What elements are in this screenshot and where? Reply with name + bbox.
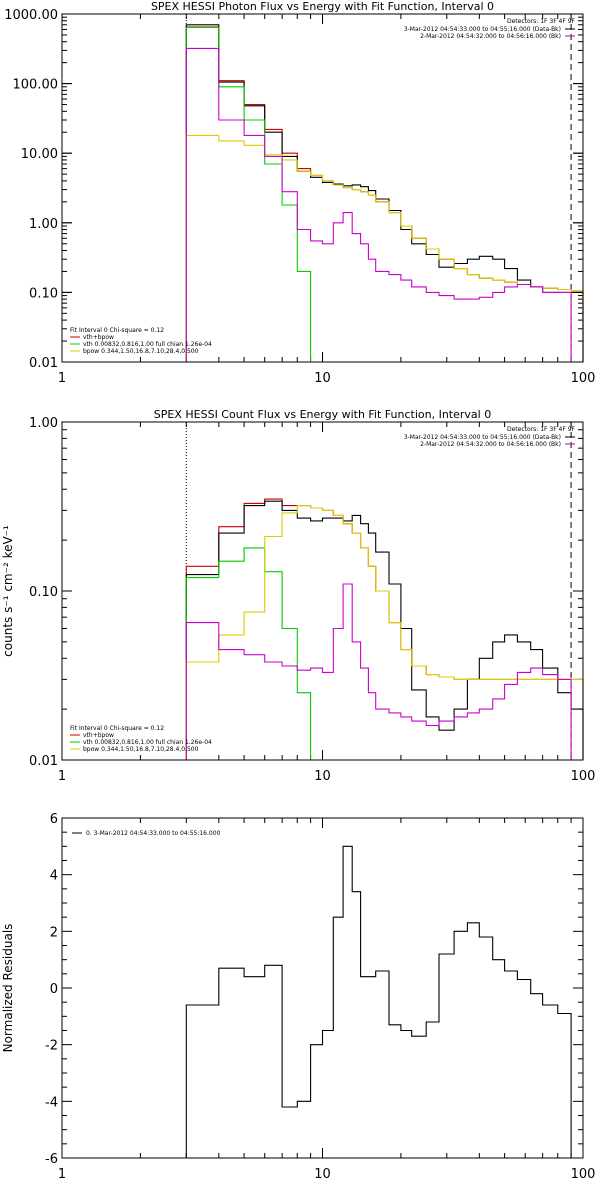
y-tick-label: 0.01 <box>29 356 58 371</box>
legend-entry-label: 0. 3-Mar-2012 04:54:33.000 to 04:55:16.0… <box>86 830 221 837</box>
y-axis-ticks <box>62 13 583 363</box>
series-vth <box>185 26 583 363</box>
legend-header: Detectors: 1F 3F 4F 9F <box>507 18 576 25</box>
y-tick-label: 1.00 <box>29 416 58 431</box>
legend-header: Detectors: 1F 3F 4F 9F <box>507 426 576 433</box>
y-tick-label: 1.00 <box>29 217 58 232</box>
y-axis-label: Normalized Residuals <box>1 924 15 1053</box>
chart-panel-3: Normalized Residuals 1 10 100 -6 -4 -2 0 2 4 6 0. 3… <box>1 812 595 1182</box>
legend-bottom-left: Fit Interval 0 Chi-square = 0.12vth+bpow… <box>70 725 212 753</box>
y-tick-label: 0.10 <box>29 286 58 301</box>
series-line-4 <box>185 583 583 761</box>
x-tick-label: 10 <box>314 371 331 386</box>
legend-entry-label: bpow 0.344,1.50,16.8,7.10,28.4,0.500 <box>83 348 199 355</box>
plot-frame <box>61 13 584 363</box>
legend-entry-label: 3-Mar-2012 04:54:33.000 to 04:55:16.000 … <box>404 434 561 441</box>
chart-title: SPEX HESSI Count Flux vs Energy with Fit… <box>154 408 491 421</box>
y-axis-ticks <box>62 421 583 761</box>
series-line-0 <box>185 845 572 1158</box>
legend-header: Fit Interval 0 Chi-square = 0.12 <box>70 327 164 334</box>
series-bpow <box>185 134 584 362</box>
x-tick-label: 10 <box>314 1167 331 1182</box>
y-tick-label: 2 <box>50 925 58 940</box>
x-tick-label: 1 <box>58 1167 66 1182</box>
y-tick-label: 1000.00 <box>4 8 58 23</box>
x-tick-label: 1 <box>58 371 66 386</box>
legend-entry-label: vth 0.00832,0.816,1.00 full chian 1.26e-… <box>83 341 212 348</box>
y-axis-label: counts s⁻¹ cm⁻² keV⁻¹ <box>1 525 15 657</box>
legend-entry-label: 2-Mar-2012 04:54:32.000 to 04:56:16.000 … <box>420 441 561 448</box>
x-axis-ticks <box>61 818 584 1158</box>
legend-entry-label: vth 0.00832,0.816,1.00 full chian 1.26e-… <box>83 739 212 746</box>
series-vth-bpow <box>185 26 584 362</box>
plot-frame <box>61 817 584 1159</box>
legend-top-left: 0. 3-Mar-2012 04:54:33.000 to 04:55:16.0… <box>72 830 221 837</box>
series-line-4 <box>185 47 583 363</box>
y-tick-label: 100.00 <box>13 78 59 93</box>
y-tick-label: 10.00 <box>21 147 58 162</box>
y-tick-label: 6 <box>50 812 58 827</box>
x-tick-label: 100 <box>571 1167 596 1182</box>
chart-title: SPEX HESSI Photon Flux vs Energy with Fi… <box>151 0 494 13</box>
legend-top-right: Detectors: 1F 3F 4F 9F3-Mar-2012 04:54:3… <box>404 426 576 448</box>
legend-entry-label: vth+bpow <box>83 732 114 739</box>
x-tick-label: 100 <box>571 371 596 386</box>
chart-panel-1: SPEX HESSI Photon Flux vs Energy with Fi… <box>4 0 595 386</box>
x-axis-ticks <box>61 14 584 362</box>
series-line-1 <box>185 24 584 362</box>
y-tick-label: 4 <box>50 869 58 884</box>
legend-entry-label: vth+bpow <box>83 334 114 341</box>
y-tick-label: -4 <box>45 1095 58 1110</box>
legend-header: Fit Interval 0 Chi-square = 0.12 <box>70 725 164 732</box>
series-vth-bpow <box>185 498 584 760</box>
series-bpow <box>185 505 584 760</box>
chart-panel-2: SPEX HESSI Count Flux vs Energy with Fit… <box>1 408 595 784</box>
y-tick-label: 0.10 <box>29 585 58 600</box>
y-tick-label: 0.01 <box>29 754 58 769</box>
series-vth <box>185 547 583 761</box>
legend-top-right: Detectors: 1F 3F 4F 9F3-Mar-2012 04:54:3… <box>404 18 576 40</box>
x-tick-label: 1 <box>58 769 66 784</box>
legend-entry-label: 3-Mar-2012 04:54:33.000 to 04:55:16.000 … <box>404 26 561 33</box>
legend-entry-label: bpow 0.344,1.50,16.8,7.10,28.4,0.500 <box>83 746 199 753</box>
series-line-1 <box>185 500 584 760</box>
y-tick-label: -2 <box>45 1039 58 1054</box>
y-tick-label: -6 <box>45 1152 58 1167</box>
legend-bottom-left: Fit Interval 0 Chi-square = 0.12vth+bpow… <box>70 327 212 355</box>
legend-entry-label: 2-Mar-2012 04:54:32.000 to 04:56:16.000 … <box>420 33 561 40</box>
y-axis-ticks <box>62 817 583 1159</box>
x-tick-label: 100 <box>571 769 596 784</box>
x-axis-ticks <box>61 422 584 760</box>
plot-frame <box>61 421 584 761</box>
y-tick-label: 0 <box>50 982 58 997</box>
x-tick-label: 10 <box>314 769 331 784</box>
